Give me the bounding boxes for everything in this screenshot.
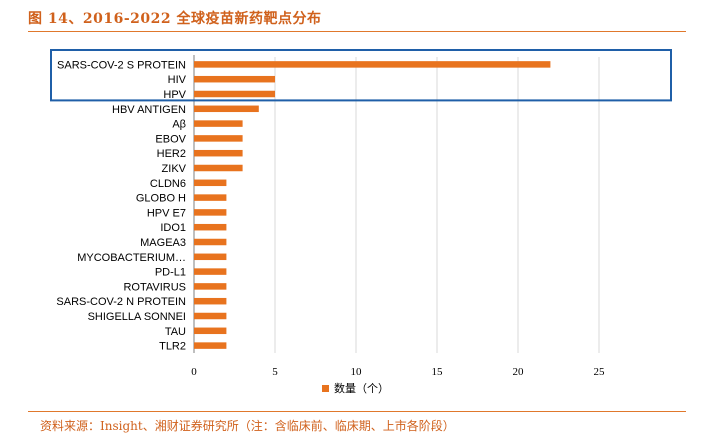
x-tick-label: 5	[272, 366, 278, 378]
category-label: EBOV	[155, 133, 186, 145]
category-label: SHIGELLA SONNEI	[88, 311, 186, 323]
bar	[194, 179, 227, 187]
bar	[194, 223, 227, 231]
bar	[194, 238, 227, 246]
bar	[194, 164, 243, 172]
category-label: GLOBO H	[136, 193, 186, 205]
bar	[194, 342, 227, 349]
bar	[194, 120, 243, 127]
category-label: SARS-COV-2 N PROTEIN	[56, 296, 186, 308]
x-tick-label: 20	[513, 366, 525, 378]
category-label: SARS-COV-2 S PROTEIN	[57, 59, 186, 71]
category-label: TLR2	[159, 341, 186, 353]
category-label: HPV	[163, 89, 186, 101]
category-label: MAGEA3	[140, 237, 186, 249]
category-label: HER2	[157, 148, 186, 160]
bar	[194, 90, 275, 98]
bar	[194, 283, 227, 290]
bar	[194, 297, 227, 305]
bar	[194, 105, 259, 113]
bar	[194, 75, 275, 83]
source-rule	[28, 411, 686, 412]
category-label: ZIKV	[162, 163, 187, 175]
x-tick-label: 0	[191, 366, 197, 378]
legend-swatch	[322, 385, 329, 392]
bar	[194, 149, 243, 157]
x-tick-label: 10	[351, 366, 363, 378]
category-label: CLDN6	[150, 178, 186, 190]
category-label: IDO1	[160, 222, 186, 234]
category-label: HPV E7	[147, 207, 186, 219]
bar	[194, 135, 243, 142]
highlight-box	[50, 49, 672, 102]
legend-label: 数量（个）	[334, 382, 389, 395]
source-note: 资料来源：Insight、湘财证券研究所（注：含临床前、临床期、上市各阶段）	[40, 419, 455, 433]
x-tick-label: 25	[594, 366, 606, 378]
bar	[194, 268, 227, 275]
category-label: HIV	[168, 74, 187, 86]
bar	[194, 253, 227, 261]
bar	[194, 209, 227, 216]
category-label: MYCOBACTERIUM…	[77, 252, 186, 264]
bar	[194, 327, 227, 335]
category-label: Aβ	[172, 119, 186, 131]
title-rule	[28, 31, 686, 32]
category-label: ROTAVIRUS	[123, 281, 186, 293]
bar	[194, 61, 551, 68]
category-label: PD-L1	[155, 267, 186, 279]
category-label: HBV ANTIGEN	[112, 104, 186, 116]
x-tick-label: 15	[432, 366, 444, 378]
bar	[194, 194, 227, 201]
figure-title: 图 14、2016-2022 全球疫苗新药靶点分布	[28, 11, 322, 27]
category-label: TAU	[165, 326, 186, 338]
bar	[194, 312, 227, 320]
